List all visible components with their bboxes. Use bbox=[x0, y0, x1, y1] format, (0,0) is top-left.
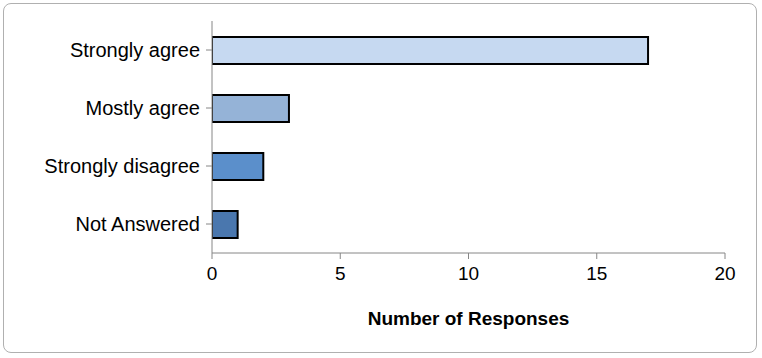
svg-text:Strongly disagree: Strongly disagree bbox=[44, 155, 200, 177]
svg-text:Number of Responses: Number of Responses bbox=[368, 308, 570, 329]
svg-text:10: 10 bbox=[458, 263, 479, 284]
svg-text:15: 15 bbox=[586, 263, 607, 284]
svg-text:20: 20 bbox=[714, 263, 735, 284]
svg-text:5: 5 bbox=[335, 263, 346, 284]
svg-text:0: 0 bbox=[207, 263, 218, 284]
svg-text:Strongly agree: Strongly agree bbox=[70, 39, 200, 61]
svg-text:Mostly agree: Mostly agree bbox=[86, 97, 201, 119]
svg-text:Not Answered: Not Answered bbox=[75, 213, 200, 235]
